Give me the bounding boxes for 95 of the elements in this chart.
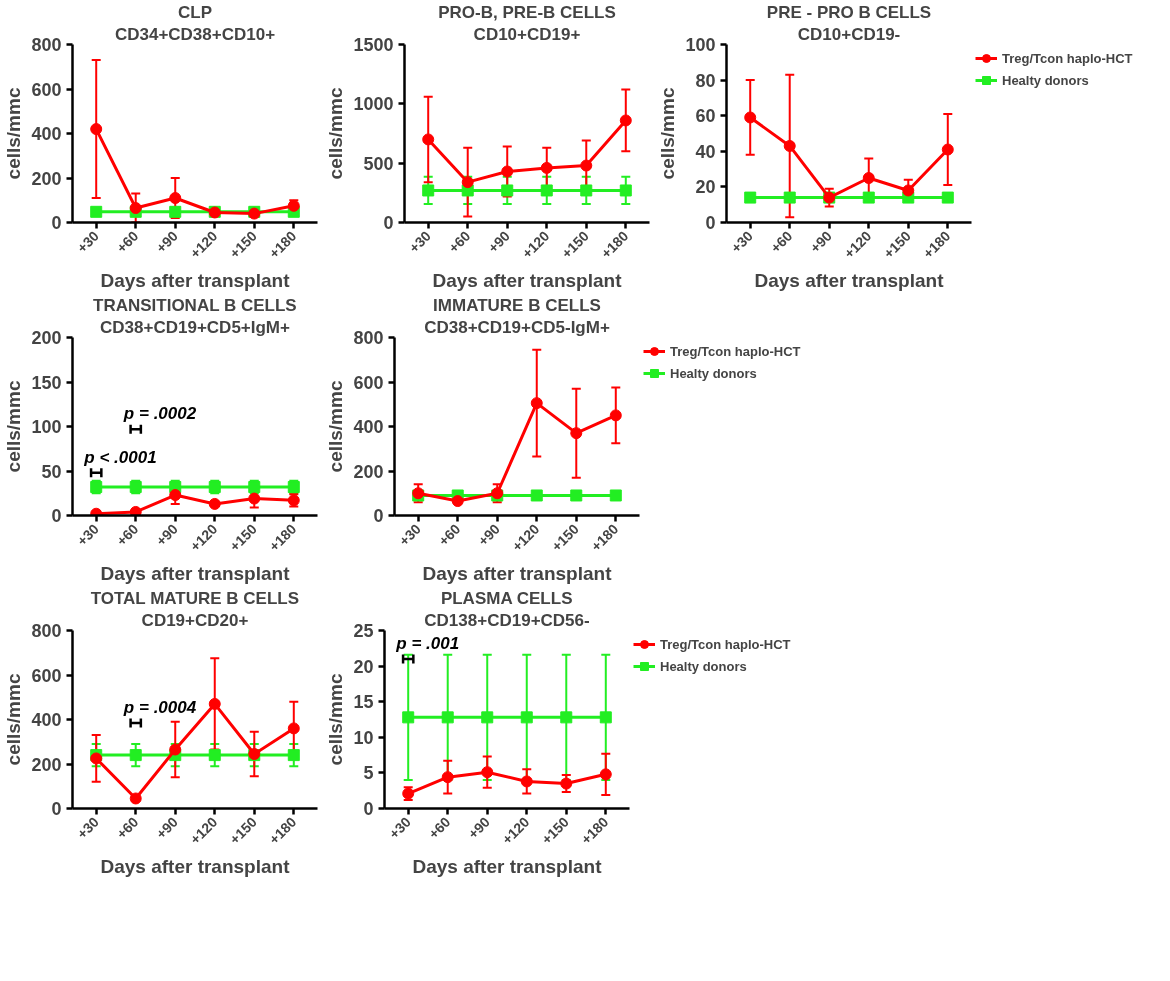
x-tick-label: +60 [425,813,454,842]
chart-subtitle: CD10+CD19+ [473,24,581,44]
y-tick-label: 15 [353,692,374,713]
legend-label: Treg/Tcon haplo-HCT [670,343,801,359]
legend-label: Healty donors [660,658,747,674]
x-axis-title: Days after transplant [422,562,613,584]
chart-title: PRO-B, PRE-B CELLS [438,2,616,22]
annotation: p = .001 [395,633,460,653]
y-tick-label: 800 [31,621,62,641]
x-tick-label: +90 [152,813,182,842]
y-tick-label: 10 [353,727,374,748]
y-tick-label: 200 [31,754,62,775]
x-tick-label: +60 [113,813,142,842]
x-tick-label: +30 [73,813,103,842]
x-tick-label: +90 [806,227,836,256]
y-axis-title: cells/mmc [657,87,679,180]
y-axis-title: cells/mmc [325,673,347,766]
y-tick-label: 20 [353,656,374,677]
y-axis-title: cells/mmc [325,87,347,180]
y-tick-label: 0 [373,506,384,526]
legend-label: Healty donors [1002,72,1089,88]
chart-subtitle: CD38+CD19+CD5+IgM+ [100,317,291,337]
y-axis-title: cells/mmc [3,673,25,766]
x-tick-label: +30 [385,813,415,842]
x-tick-label: +30 [73,520,103,549]
y-tick-label: 200 [31,168,62,189]
y-tick-label: 5 [363,763,374,784]
y-tick-label: 200 [353,461,384,482]
y-tick-label: 500 [363,153,394,174]
x-tick-label: +90 [484,227,514,256]
y-tick-label: 600 [31,665,62,686]
y-tick-label: 0 [51,799,62,819]
x-axis-title: Days after transplant [412,855,603,877]
y-tick-label: 0 [51,506,62,526]
y-tick-label: 600 [353,372,384,393]
y-tick-label: 25 [353,621,374,641]
annotation: p = .0002 [122,404,197,424]
y-tick-label: 150 [31,372,62,393]
x-tick-label: +30 [405,227,435,256]
chart-subtitle: CD19+CD20+ [141,610,249,630]
x-tick-label: +30 [395,520,425,549]
x-axis-title: Days after transplant [754,269,945,291]
y-tick-label: 60 [695,106,716,127]
x-axis-title: Days after transplant [100,855,291,877]
y-axis-title: cells/mmc [3,87,25,180]
legend-label: Treg/Tcon haplo-HCT [660,636,791,652]
x-tick-label: +60 [767,227,796,256]
chart-title: TRANSITIONAL B CELLS [93,295,297,315]
x-tick-label: +30 [73,227,103,256]
y-tick-label: 1000 [353,94,394,115]
legend-label: Treg/Tcon haplo-HCT [1002,50,1133,66]
y-tick-label: 0 [705,213,716,233]
y-tick-label: 40 [695,141,716,162]
y-tick-label: 600 [31,79,62,100]
annotation: p < .0001 [83,447,157,467]
chart-title: PLASMA CELLS [440,588,573,608]
x-tick-label: +60 [445,227,474,256]
chart-subtitle: CD38+CD19+CD5-IgM+ [424,317,610,337]
y-tick-label: 0 [363,799,374,819]
x-tick-label: +60 [435,520,464,549]
y-tick-label: 400 [31,710,62,730]
y-tick-label: 80 [695,70,716,91]
y-tick-label: 0 [51,213,62,233]
y-tick-label: 0 [383,213,394,233]
x-tick-label: +90 [464,813,494,842]
x-tick-label: +60 [113,227,142,256]
y-tick-label: 400 [31,124,62,144]
annotation: p = .0004 [122,698,197,718]
y-tick-label: 800 [31,35,62,55]
chart-subtitle: CD138+CD19+CD56- [424,610,590,630]
x-tick-label: +90 [152,227,182,256]
y-tick-label: 800 [353,328,384,348]
y-axis-title: cells/mmc [3,380,25,473]
x-tick-label: +30 [727,227,757,256]
y-tick-label: 50 [41,461,62,482]
x-axis-title: Days after transplant [432,269,623,291]
y-tick-label: 100 [31,417,62,437]
x-tick-label: +90 [474,520,504,549]
chart-title: CLP [178,2,212,22]
x-tick-label: +90 [152,520,182,549]
y-tick-label: 100 [685,35,716,55]
x-axis-title: Days after transplant [100,562,291,584]
chart-title: TOTAL MATURE B CELLS [90,588,300,608]
x-axis-title: Days after transplant [100,269,291,291]
chart-subtitle: CD34+CD38+CD10+ [114,24,276,44]
y-axis-title: cells/mmc [325,380,347,473]
x-tick-label: +60 [113,520,142,549]
y-tick-label: 400 [353,417,384,437]
chart-title: IMMATURE B CELLS [433,295,601,315]
y-tick-label: 200 [31,328,62,348]
y-tick-label: 1500 [353,35,394,55]
chart-subtitle: CD10+CD19- [797,24,901,44]
legend-label: Healty donors [670,365,757,381]
y-tick-label: 20 [695,177,716,198]
chart-title: PRE - PRO B CELLS [766,2,932,22]
